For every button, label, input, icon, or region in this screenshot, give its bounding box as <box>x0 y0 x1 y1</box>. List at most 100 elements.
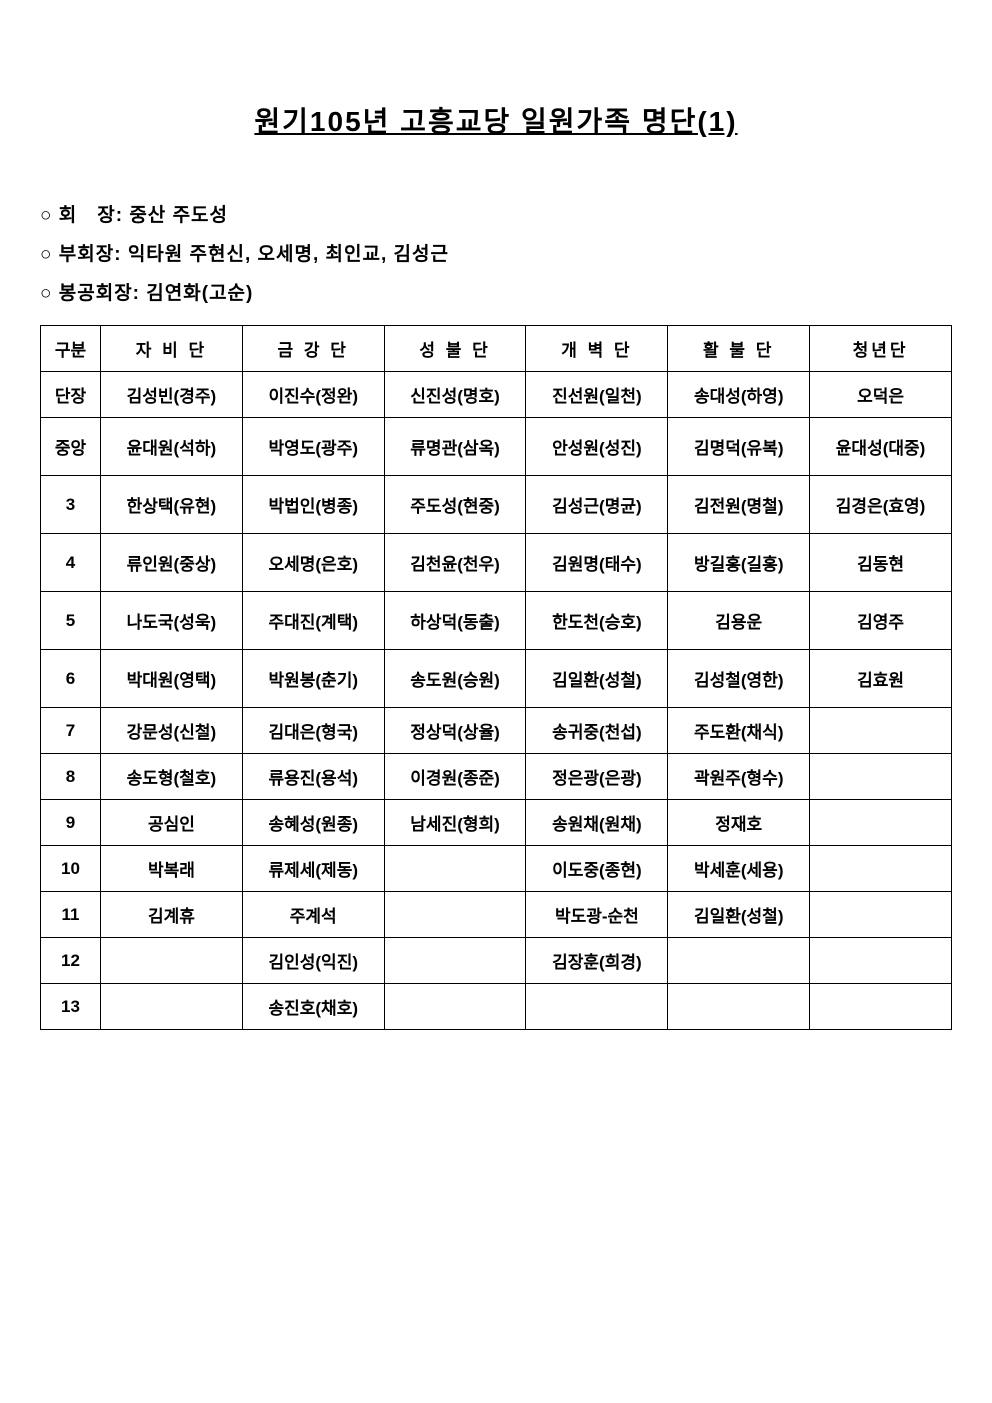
row-label-cell: 9 <box>41 800 101 846</box>
table-header-cell: 자 비 단 <box>101 326 243 372</box>
table-cell: 송원채(원채) <box>526 800 668 846</box>
table-cell: 곽원주(형수) <box>668 754 810 800</box>
table-cell <box>810 892 952 938</box>
table-cell: 송혜성(원종) <box>242 800 384 846</box>
table-cell: 류제세(제동) <box>242 846 384 892</box>
table-cell: 송귀중(천섭) <box>526 708 668 754</box>
table-cell <box>101 938 243 984</box>
table-cell: 이도중(종현) <box>526 846 668 892</box>
table-row: 13송진호(채호) <box>41 984 952 1030</box>
row-label-cell: 4 <box>41 534 101 592</box>
table-cell: 김명덕(유복) <box>668 418 810 476</box>
bonggong-chairman-value: 김연화(고순) <box>146 283 253 304</box>
table-header-cell: 청년단 <box>810 326 952 372</box>
table-header-cell: 개 벽 단 <box>526 326 668 372</box>
table-cell: 주도성(현중) <box>384 476 526 534</box>
table-cell: 오세명(은호) <box>242 534 384 592</box>
table-cell: 진선원(일천) <box>526 372 668 418</box>
table-cell: 박법인(병종) <box>242 476 384 534</box>
table-cell: 방길홍(길홍) <box>668 534 810 592</box>
table-row: 4류인원(중상)오세명(은호)김천윤(천우)김원명(태수)방길홍(길홍)김동현 <box>41 534 952 592</box>
row-label-cell: 10 <box>41 846 101 892</box>
row-label-cell: 12 <box>41 938 101 984</box>
table-header-cell: 성 불 단 <box>384 326 526 372</box>
chairman-value: 중산 주도성 <box>129 205 228 226</box>
table-row: 10박복래류제세(제동)이도중(종현)박세훈(세용) <box>41 846 952 892</box>
table-header-row: 구분자 비 단금 강 단성 불 단개 벽 단활 불 단청년단 <box>41 326 952 372</box>
table-cell: 류인원(중상) <box>101 534 243 592</box>
table-cell <box>810 984 952 1030</box>
table-cell <box>668 938 810 984</box>
table-row: 8송도형(철호)류용진(용석)이경원(종준)정은광(은광)곽원주(형수) <box>41 754 952 800</box>
table-cell: 강문성(신철) <box>101 708 243 754</box>
table-cell: 한상택(유현) <box>101 476 243 534</box>
table-cell: 김일환(성철) <box>526 650 668 708</box>
table-cell <box>384 984 526 1030</box>
vice-chairman-label: ○ 부회장: <box>40 244 122 265</box>
vice-chairman-value: 익타원 주현신, 오세명, 최인교, 김성근 <box>128 244 449 265</box>
table-cell: 류용진(용석) <box>242 754 384 800</box>
table-cell: 김대은(형국) <box>242 708 384 754</box>
table-cell <box>810 800 952 846</box>
table-cell: 정은광(은광) <box>526 754 668 800</box>
table-row: 3한상택(유현)박법인(병종)주도성(현중)김성근(명균)김전원(명철)김경은(… <box>41 476 952 534</box>
table-cell <box>810 708 952 754</box>
table-cell: 박대원(영택) <box>101 650 243 708</box>
row-label-cell: 단장 <box>41 372 101 418</box>
table-cell: 김일환(성철) <box>668 892 810 938</box>
row-label-cell: 11 <box>41 892 101 938</box>
table-cell: 송대성(하영) <box>668 372 810 418</box>
table-row: 5나도국(성욱)주대진(계택)하상덕(동출)한도천(승호)김용운김영주 <box>41 592 952 650</box>
table-cell <box>810 754 952 800</box>
table-cell: 주대진(계택) <box>242 592 384 650</box>
table-cell: 김계휴 <box>101 892 243 938</box>
table-header-cell: 활 불 단 <box>668 326 810 372</box>
table-cell: 주도환(채식) <box>668 708 810 754</box>
table-cell: 주계석 <box>242 892 384 938</box>
table-row: 6박대원(영택)박원봉(춘기)송도원(승원)김일환(성철)김성철(영한)김효원 <box>41 650 952 708</box>
table-cell: 박도광-순천 <box>526 892 668 938</box>
table-cell: 김영주 <box>810 592 952 650</box>
table-cell: 정상덕(상율) <box>384 708 526 754</box>
table-cell: 하상덕(동출) <box>384 592 526 650</box>
table-header-cell: 금 강 단 <box>242 326 384 372</box>
row-label-cell: 5 <box>41 592 101 650</box>
table-cell: 나도국(성욱) <box>101 592 243 650</box>
table-cell <box>810 938 952 984</box>
table-cell: 김원명(태수) <box>526 534 668 592</box>
table-row: 중앙윤대원(석하)박영도(광주)류명관(삼옥)안성원(성진)김명덕(유복)윤대성… <box>41 418 952 476</box>
table-cell: 송도형(철호) <box>101 754 243 800</box>
table-header-cell: 구분 <box>41 326 101 372</box>
page-title: 원기105년 고흥교당 일원가족 명단(1) <box>40 100 952 140</box>
chairman-label: ○ 회 장: <box>40 205 123 226</box>
row-label-cell: 8 <box>41 754 101 800</box>
vice-chairman-line: ○ 부회장: 익타원 주현신, 오세명, 최인교, 김성근 <box>40 239 952 266</box>
table-cell <box>810 846 952 892</box>
table-cell: 김성철(영한) <box>668 650 810 708</box>
table-cell: 김용운 <box>668 592 810 650</box>
table-cell: 정재호 <box>668 800 810 846</box>
table-cell: 박복래 <box>101 846 243 892</box>
table-cell: 김경은(효영) <box>810 476 952 534</box>
row-label-cell: 3 <box>41 476 101 534</box>
row-label-cell: 중앙 <box>41 418 101 476</box>
table-row: 9공심인송혜성(원종)남세진(형희)송원채(원채)정재호 <box>41 800 952 846</box>
table-cell: 김효원 <box>810 650 952 708</box>
table-cell: 남세진(형희) <box>384 800 526 846</box>
table-cell: 김성근(명균) <box>526 476 668 534</box>
table-cell: 안성원(성진) <box>526 418 668 476</box>
table-row: 11김계휴주계석 박도광-순천김일환(성철) <box>41 892 952 938</box>
table-cell: 김성빈(경주) <box>101 372 243 418</box>
table-cell: 박원봉(춘기) <box>242 650 384 708</box>
table-row: 단장김성빈(경주)이진수(정완)신진성(명호)진선원(일천)송대성(하영)오덕은 <box>41 372 952 418</box>
table-cell: 김인성(익진) <box>242 938 384 984</box>
table-cell <box>101 984 243 1030</box>
row-label-cell: 6 <box>41 650 101 708</box>
table-cell: 오덕은 <box>810 372 952 418</box>
roster-table: 구분자 비 단금 강 단성 불 단개 벽 단활 불 단청년단 단장김성빈(경주)… <box>40 325 952 1030</box>
bonggong-chairman-line: ○ 봉공회장: 김연화(고순) <box>40 278 952 305</box>
row-label-cell: 7 <box>41 708 101 754</box>
table-row: 7강문성(신철)김대은(형국)정상덕(상율)송귀중(천섭)주도환(채식) <box>41 708 952 754</box>
table-cell: 송진호(채호) <box>242 984 384 1030</box>
table-cell: 이진수(정완) <box>242 372 384 418</box>
